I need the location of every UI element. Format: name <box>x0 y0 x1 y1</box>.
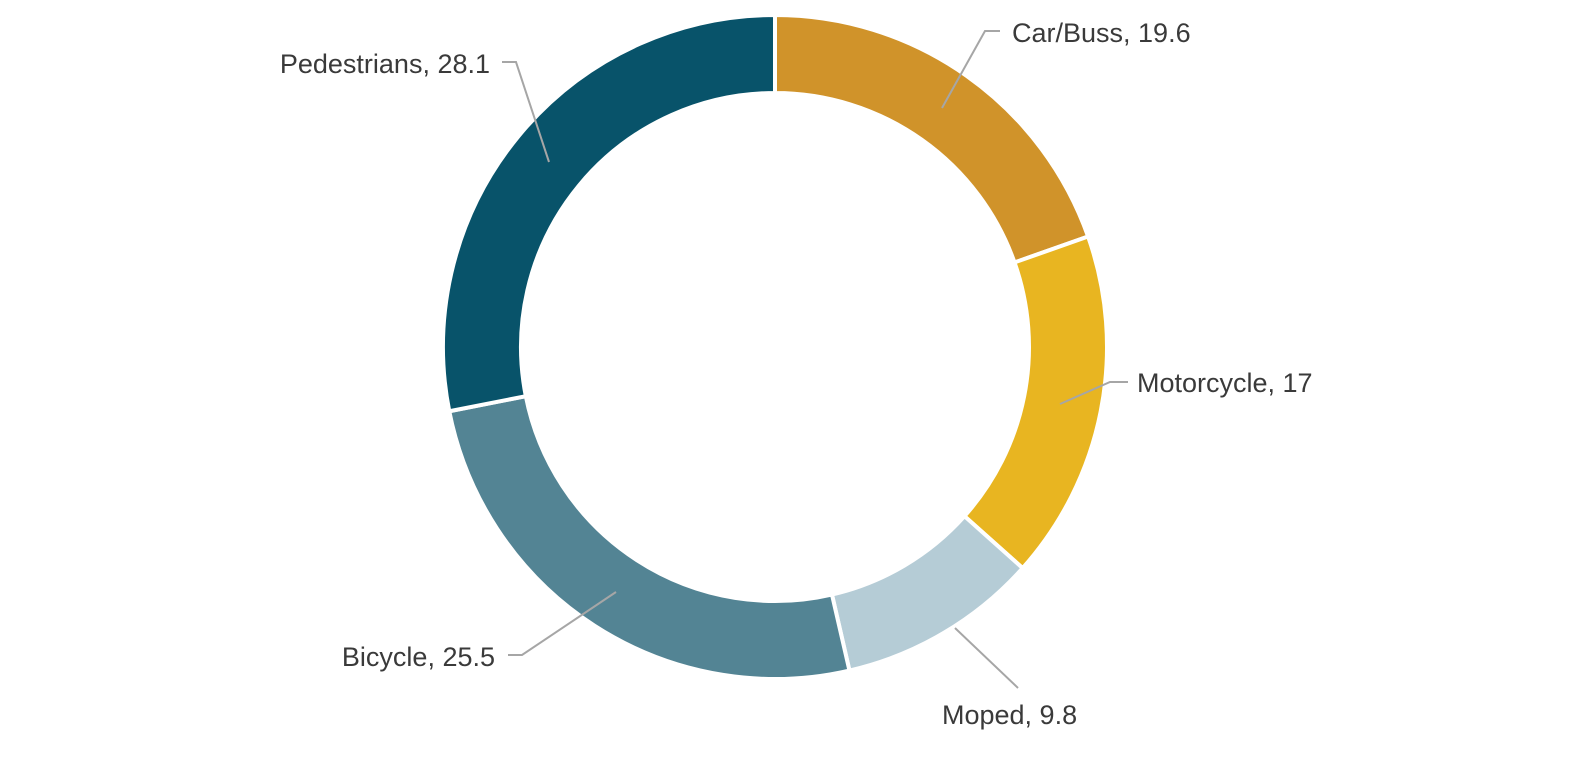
donut-slices <box>441 12 1109 681</box>
slice-bicycle <box>446 393 852 681</box>
data-labels: Car/Buss, 19.6 Motorcycle, 17 Moped, 9.8 Bi… <box>280 18 1313 730</box>
leader-line-pedestrians <box>502 61 550 163</box>
slice-motorcycle <box>961 233 1109 571</box>
leader-line-car-buss <box>941 30 1000 109</box>
data-label-pedestrians: Pedestrians, 28.1 <box>280 49 490 79</box>
slice-pedestrians <box>441 12 777 414</box>
leader-lines <box>502 30 1128 689</box>
slice-car-buss <box>773 12 1091 266</box>
data-label-car-buss: Car/Buss, 19.6 <box>1012 18 1191 48</box>
leader-line-bicycle <box>508 591 617 656</box>
data-label-moped: Moped, 9.8 <box>942 700 1077 730</box>
leader-line-motorcycle <box>1059 381 1128 405</box>
data-label-bicycle: Bicycle, 25.5 <box>342 642 495 672</box>
leader-line-moped <box>954 627 1019 689</box>
data-label-motorcycle: Motorcycle, 17 <box>1137 368 1313 398</box>
